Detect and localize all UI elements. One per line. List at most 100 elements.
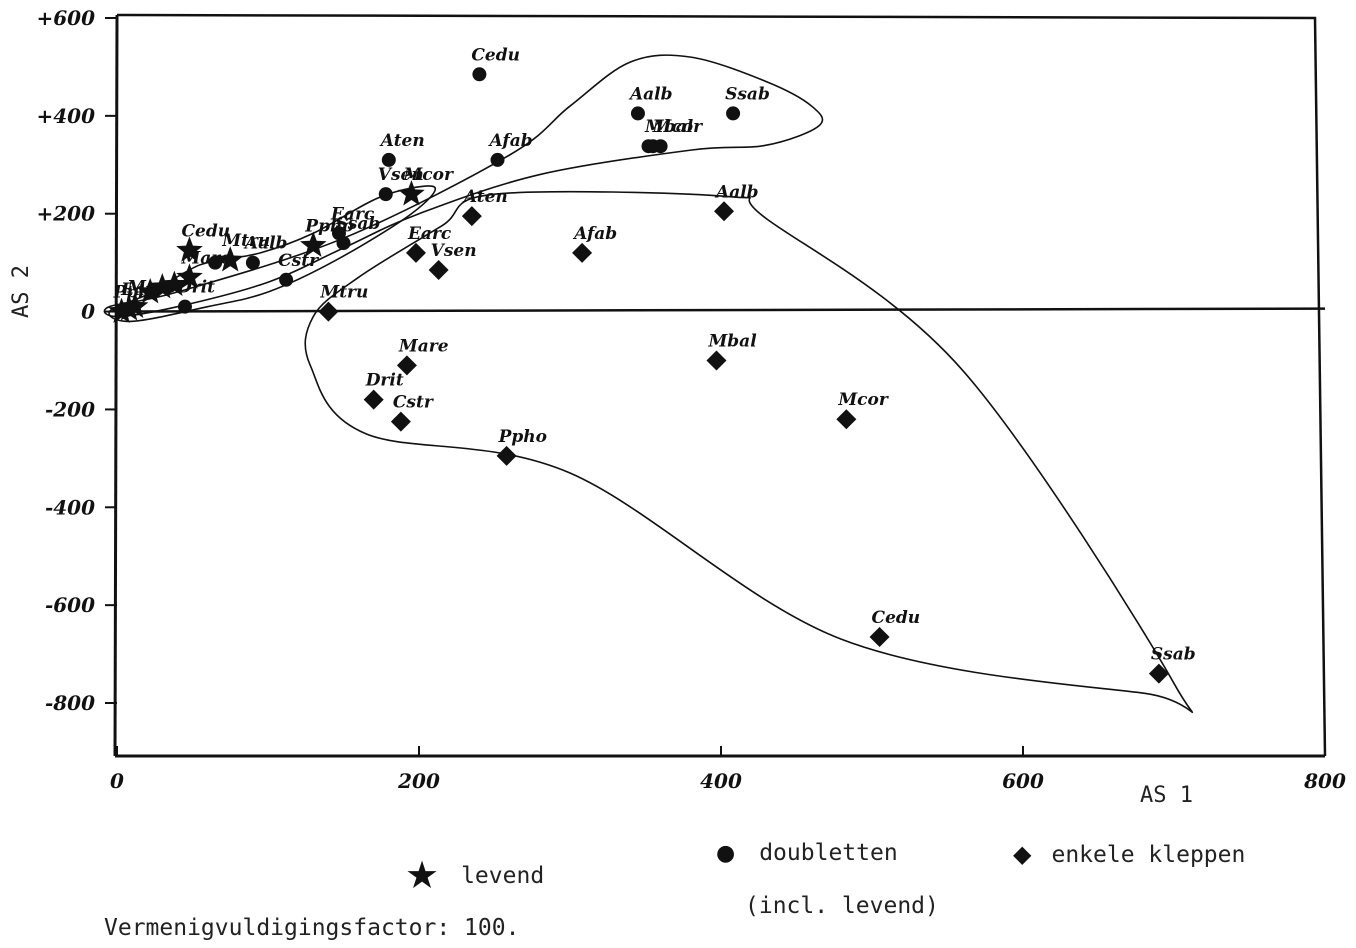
circle-marker: [726, 106, 741, 121]
diamond-marker: [496, 445, 517, 466]
point-label: Earc: [120, 280, 165, 300]
y-tick-label: -800: [45, 691, 95, 715]
group-outline: [304, 190, 1194, 713]
point-label: Earc: [407, 224, 452, 244]
legend-item-enkele-kleppen: ◆ enkele kleppen: [1013, 840, 1245, 868]
circle-marker: [378, 187, 393, 202]
point-label: Ppho: [498, 427, 547, 447]
multiplication-factor-note: Vermenigvuldigingsfactor: 100.: [104, 915, 520, 941]
point-label: Mcor: [837, 390, 889, 410]
diamond-marker: [572, 242, 593, 263]
x-tick-label: 0: [110, 769, 124, 793]
y-tick-label: +200: [36, 202, 95, 226]
diamond-icon: ◆: [1013, 840, 1032, 868]
diamond-marker: [1148, 663, 1169, 684]
legend-label-levend: levend: [461, 863, 545, 889]
point-label: Mare: [398, 336, 449, 356]
point-label: Cstr: [393, 393, 434, 413]
plot-frame: [113, 13, 1327, 758]
x-tick-label: 800: [1303, 769, 1346, 793]
point-label: Cedu: [181, 221, 230, 241]
point-label: Aten: [462, 187, 508, 207]
legend-note-incl-levend: (incl. levend): [745, 893, 939, 919]
point-label: Ssab: [725, 84, 770, 104]
axis-ticks: 0 200 400 600 800 +600 +400 +200 0 -200 -400 -600 -8…: [36, 6, 1345, 793]
diamond-marker: [405, 242, 426, 263]
circle-marker: [490, 152, 505, 167]
point-label: Mtru: [221, 231, 270, 251]
point-label: Drit: [176, 278, 215, 298]
star-icon: ★: [405, 853, 440, 897]
diamond-marker: [390, 411, 411, 432]
circle-marker: [472, 67, 487, 82]
circle-marker: [336, 236, 351, 251]
point-label: Aalb: [714, 182, 759, 202]
x-tick-label: 200: [397, 769, 440, 793]
diamond-marker: [706, 350, 727, 371]
diamond-marker: [836, 409, 857, 430]
legend-label-enkele-kleppen: enkele kleppen: [1051, 842, 1246, 868]
diamond-marker: [428, 259, 449, 280]
legend-item-levend: ★ levend: [405, 848, 545, 897]
x-tick-label: 600: [1002, 769, 1044, 793]
zero-line: [116, 307, 1326, 313]
y-tick-label: +400: [36, 104, 95, 128]
point-label: Aalb: [628, 84, 673, 104]
star-marker: [398, 180, 425, 206]
point-label: Mbal: [707, 332, 757, 352]
point-label: Cedu: [872, 608, 921, 628]
diamond-marker: [396, 355, 417, 376]
y-tick-label: -400: [45, 495, 95, 519]
circle-marker: [177, 299, 192, 314]
point-label: Cedu: [471, 45, 520, 65]
star-marker: [136, 278, 164, 304]
star-marker: [176, 236, 203, 262]
star-marker: [216, 246, 244, 272]
circle-marker: [279, 272, 294, 287]
point-label: Aalb: [243, 234, 288, 254]
circle-marker: [653, 139, 668, 154]
diamond-marker: [714, 201, 735, 222]
circle-marker: [245, 255, 260, 270]
diamond-marker: [461, 206, 482, 227]
diamond-marker: [318, 301, 339, 322]
point-label: Afab: [488, 131, 533, 151]
star-marker: [148, 273, 176, 299]
x-axis-title: AS 1: [1140, 783, 1193, 808]
y-axis-line: [113, 14, 119, 757]
point-label: Drit: [365, 371, 404, 391]
y-tick-label: +600: [36, 6, 95, 30]
point-label: Vsen: [431, 241, 477, 261]
y-tick-label: -600: [45, 593, 95, 617]
point-label: Vsen: [378, 165, 424, 185]
point-label: Ssab: [336, 214, 381, 234]
star-marker: [176, 263, 203, 289]
point-label: Mare: [180, 248, 231, 268]
y-tick-label: 0: [81, 300, 95, 324]
point-label: Mtru: [319, 283, 368, 303]
point-label: Mcor: [402, 165, 454, 185]
point-label: Ssab: [1151, 645, 1196, 665]
y-tick-label: -200: [45, 397, 95, 421]
point-label: Mbal: [644, 117, 694, 137]
point-label: Cstr: [278, 251, 319, 271]
legend-item-doubletten: ● doubletten: [716, 840, 898, 866]
point-label: Mare: [126, 278, 177, 298]
circle-marker: [381, 152, 396, 167]
diamond-marker: [869, 626, 890, 647]
data-points: [108, 67, 1169, 684]
circle-icon: ●: [716, 841, 736, 866]
legend-label-doubletten: doubletten: [759, 840, 898, 866]
group-outlines: [103, 54, 1194, 713]
star-marker: [299, 231, 327, 257]
diamond-marker: [363, 389, 384, 410]
point-label: Afab: [572, 224, 617, 244]
point-labels: CeduMcorPphôMtruMareMareEarcPphoCeduAalb…: [113, 45, 1196, 664]
circle-marker: [630, 106, 645, 121]
point-label: Ppho: [113, 283, 162, 303]
y-axis-title: AS 2: [9, 265, 34, 318]
point-label: Aten: [379, 131, 425, 151]
star-marker: [108, 297, 135, 323]
point-label: Mcor: [652, 117, 704, 137]
